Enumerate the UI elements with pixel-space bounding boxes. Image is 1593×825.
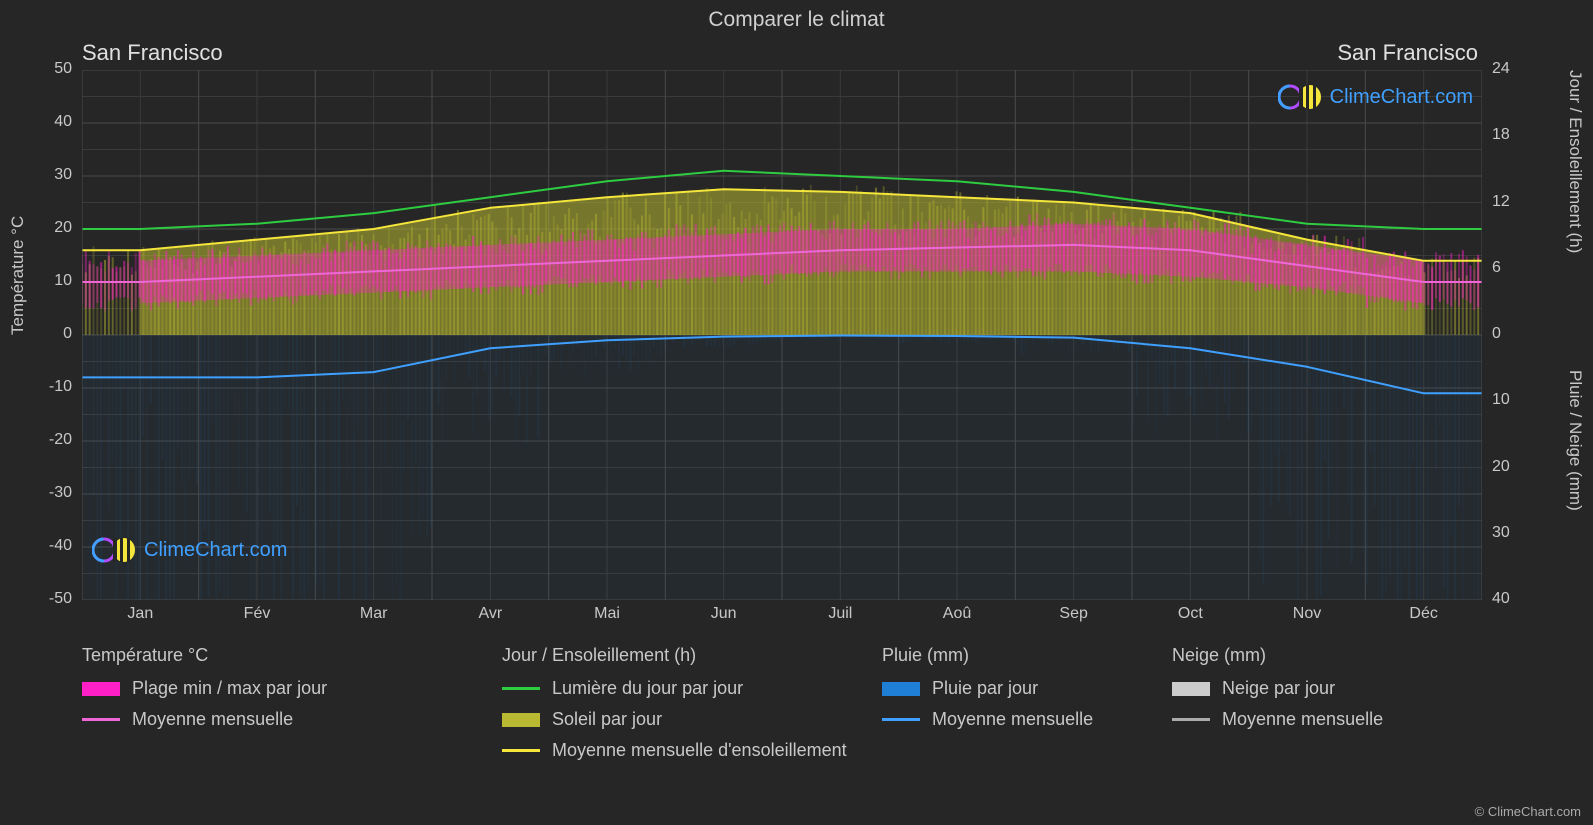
copyright-label: © ClimeChart.com	[1475, 804, 1581, 819]
month-label: Juil	[828, 605, 852, 623]
legend-swatch	[82, 682, 120, 696]
legend-item: Moyenne mensuelle	[882, 709, 1172, 730]
y-left-tick: -40	[32, 537, 72, 555]
watermark-text: ClimeChart.com	[1330, 86, 1473, 109]
watermark-top-right: ClimeChart.com	[1278, 82, 1473, 112]
legend-label: Soleil par jour	[552, 709, 662, 730]
y-right-tick: 20	[1492, 458, 1510, 476]
y-right-tick: 18	[1492, 126, 1510, 144]
y-left-tick: 10	[32, 272, 72, 290]
legend-item: Moyenne mensuelle	[1172, 709, 1432, 730]
legend-header: Jour / Ensoleillement (h)	[502, 645, 882, 666]
y-left-tick: -10	[32, 378, 72, 396]
legend-item: Moyenne mensuelle d'ensoleillement	[502, 740, 882, 761]
legend-header: Neige (mm)	[1172, 645, 1432, 666]
legend-item: Pluie par jour	[882, 678, 1172, 699]
legend-label: Moyenne mensuelle	[132, 709, 293, 730]
legend-swatch	[1172, 682, 1210, 696]
y-left-tick: 0	[32, 325, 72, 343]
legend-swatch	[502, 687, 540, 690]
month-label: Jun	[711, 605, 737, 623]
watermark-bottom-left: ClimeChart.com	[92, 535, 287, 565]
y-right-tick: 24	[1492, 60, 1510, 78]
month-label: Mar	[360, 605, 388, 623]
legend-swatch	[1172, 718, 1210, 721]
y-left-tick: 20	[32, 219, 72, 237]
legend-label: Moyenne mensuelle	[932, 709, 1093, 730]
y-left-tick: 50	[32, 60, 72, 78]
y-axis-right-bottom-label: Pluie / Neige (mm)	[1565, 370, 1585, 511]
month-label: Fév	[244, 605, 271, 623]
month-label: Avr	[478, 605, 502, 623]
chart-svg	[82, 70, 1482, 600]
location-label-left: San Francisco	[82, 40, 223, 66]
month-label: Aoû	[943, 605, 971, 623]
y-right-tick: 10	[1492, 391, 1510, 409]
legend-swatch	[882, 718, 920, 721]
legend-label: Pluie par jour	[932, 678, 1038, 699]
y-left-tick: -50	[32, 590, 72, 608]
legend-label: Moyenne mensuelle d'ensoleillement	[552, 740, 847, 761]
legend-item: Soleil par jour	[502, 709, 882, 730]
legend-label: Lumière du jour par jour	[552, 678, 743, 699]
legend-header: Température °C	[82, 645, 502, 666]
y-right-tick: 40	[1492, 590, 1510, 608]
legend-column: Pluie (mm) Pluie par jour Moyenne mensuell…	[882, 645, 1172, 761]
legend-swatch	[502, 749, 540, 752]
legend-label: Neige par jour	[1222, 678, 1335, 699]
month-label: Oct	[1178, 605, 1203, 623]
y-right-tick: 12	[1492, 193, 1510, 211]
climechart-logo-icon	[1278, 82, 1324, 112]
month-labels: Jan Fév Mar Avr Mai Jun Juil Aoû Sep Oct Nov Déc	[82, 605, 1482, 629]
month-label: Nov	[1293, 605, 1321, 623]
y-right-tick: 0	[1492, 325, 1501, 343]
legend-item: Moyenne mensuelle	[82, 709, 502, 730]
legend-item: Neige par jour	[1172, 678, 1432, 699]
legend-label: Plage min / max par jour	[132, 678, 327, 699]
y-left-tick: -20	[32, 431, 72, 449]
y-right-tick: 30	[1492, 524, 1510, 542]
legend-swatch	[502, 713, 540, 727]
legend-column: Jour / Ensoleillement (h) Lumière du jour…	[502, 645, 882, 761]
legend-item: Lumière du jour par jour	[502, 678, 882, 699]
month-label: Déc	[1409, 605, 1437, 623]
y-left-tick: -30	[32, 484, 72, 502]
climate-chart: Comparer le climat San Francisco San Fra…	[0, 0, 1593, 825]
legend-item: Plage min / max par jour	[82, 678, 502, 699]
climechart-logo-icon	[92, 535, 138, 565]
chart-title: Comparer le climat	[0, 8, 1593, 32]
location-label-right: San Francisco	[1337, 40, 1478, 66]
month-label: Sep	[1059, 605, 1087, 623]
y-left-tick: 40	[32, 113, 72, 131]
legend-header: Pluie (mm)	[882, 645, 1172, 666]
plot-area	[82, 70, 1482, 600]
y-axis-left-label: Température °C	[8, 216, 28, 335]
legend-label: Moyenne mensuelle	[1222, 709, 1383, 730]
legend-column: Température °C Plage min / max par jour Mo…	[82, 645, 502, 761]
legend-swatch	[882, 682, 920, 696]
legend-swatch	[82, 718, 120, 721]
y-right-tick: 6	[1492, 259, 1501, 277]
y-left-tick: 30	[32, 166, 72, 184]
watermark-text: ClimeChart.com	[144, 539, 287, 562]
month-label: Jan	[127, 605, 153, 623]
legend-column: Neige (mm) Neige par jour Moyenne mensuell…	[1172, 645, 1432, 761]
y-axis-right-top-label: Jour / Ensoleillement (h)	[1565, 70, 1585, 253]
month-label: Mai	[594, 605, 620, 623]
legend: Température °C Plage min / max par jour Mo…	[82, 645, 1532, 761]
